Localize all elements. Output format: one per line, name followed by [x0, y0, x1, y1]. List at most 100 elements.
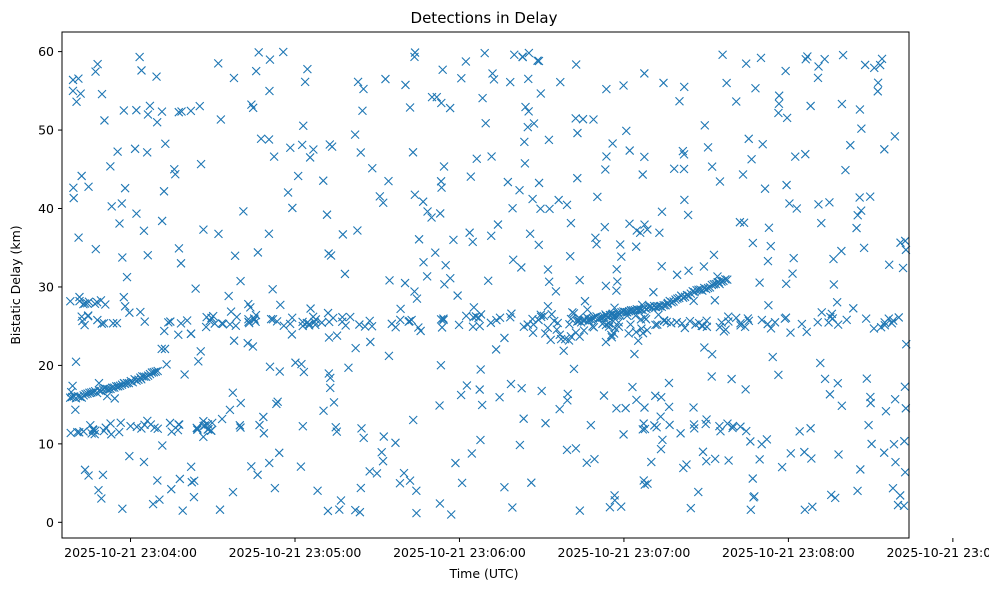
data-point-marker: [353, 226, 362, 235]
data-point-marker: [707, 349, 717, 359]
data-point-marker: [408, 147, 418, 157]
data-point-marker: [508, 255, 518, 265]
data-point-marker: [141, 372, 151, 382]
data-point-marker: [519, 322, 529, 332]
data-point-marker: [486, 318, 496, 328]
data-point-marker: [604, 322, 614, 332]
data-point-marker: [654, 228, 664, 238]
data-point-marker: [189, 476, 199, 486]
data-point-marker: [175, 474, 185, 484]
data-point-marker: [679, 149, 689, 159]
data-point-marker: [350, 130, 360, 140]
data-point-marker: [611, 286, 621, 296]
data-point-marker: [861, 314, 871, 323]
data-point-marker: [735, 217, 745, 227]
data-point-marker: [534, 315, 543, 325]
data-point-marker: [536, 310, 546, 320]
data-point-marker: [91, 244, 101, 254]
data-point-marker: [619, 81, 628, 90]
data-point-marker: [613, 308, 623, 318]
data-point-marker: [723, 419, 732, 428]
data-point-marker: [853, 486, 862, 496]
data-point-marker: [755, 455, 765, 464]
data-point-marker: [255, 420, 264, 430]
data-point-marker: [192, 424, 202, 433]
data-point-marker: [744, 134, 754, 144]
y-tick-label: 10: [38, 436, 54, 451]
data-point-marker: [410, 287, 419, 296]
data-point-marker: [900, 382, 910, 392]
data-point-marker: [545, 204, 554, 214]
data-point-marker: [176, 318, 186, 328]
data-point-marker: [437, 323, 447, 332]
data-point-marker: [395, 478, 405, 488]
data-point-marker: [543, 265, 553, 274]
data-point-marker: [495, 392, 504, 402]
data-point-marker: [639, 419, 649, 428]
data-point-marker: [866, 398, 876, 408]
data-point-marker: [698, 321, 708, 331]
data-point-marker: [554, 195, 564, 205]
data-point-marker: [747, 154, 756, 164]
data-point-marker: [539, 311, 549, 321]
data-point-marker: [766, 324, 776, 333]
x-tick-label: 2025-10-21 23:09:00: [886, 545, 989, 560]
data-point-marker: [751, 83, 760, 93]
data-point-marker: [637, 300, 647, 310]
data-point-marker: [395, 315, 405, 325]
data-point-marker: [816, 218, 826, 228]
data-point-marker: [488, 69, 497, 78]
data-point-marker: [786, 449, 796, 458]
data-point-marker: [669, 164, 679, 174]
data-point-marker: [477, 400, 487, 410]
data-point-marker: [862, 374, 872, 384]
data-point-marker: [229, 73, 239, 83]
data-point-marker: [336, 496, 346, 505]
data-point-marker: [75, 292, 84, 302]
data-point-marker: [666, 318, 676, 328]
data-point-marker: [238, 207, 248, 216]
data-point-marker: [467, 449, 477, 458]
data-point-marker: [259, 428, 269, 438]
data-point-marker: [832, 297, 842, 307]
data-point-marker: [472, 154, 482, 164]
data-point-marker: [699, 262, 709, 271]
data-point-marker: [675, 96, 684, 106]
data-point-marker: [703, 142, 713, 152]
data-point-marker: [439, 314, 448, 323]
data-point-marker: [856, 206, 866, 216]
data-point-marker: [562, 200, 572, 210]
data-point-marker: [399, 468, 409, 478]
data-point-marker: [367, 163, 377, 173]
data-point-marker: [302, 318, 312, 328]
data-point-marker: [410, 48, 420, 57]
data-point-marker: [881, 406, 891, 416]
data-point-marker: [873, 86, 883, 96]
data-point-marker: [102, 391, 112, 401]
data-point-marker: [297, 359, 306, 369]
data-point-marker: [637, 324, 646, 334]
data-point-marker: [401, 80, 410, 90]
data-point-marker: [359, 84, 368, 94]
data-point-marker: [888, 316, 898, 326]
data-point-marker: [287, 313, 297, 323]
data-point-marker: [461, 311, 471, 321]
data-point-marker: [610, 303, 619, 313]
data-point-marker: [338, 230, 348, 239]
data-point-marker: [384, 351, 394, 361]
data-point-marker: [801, 54, 811, 64]
data-point-marker: [215, 505, 225, 515]
data-point-marker: [756, 53, 766, 63]
data-point-marker: [332, 427, 342, 437]
data-point-marker: [893, 500, 903, 510]
data-point-marker: [400, 278, 410, 288]
data-point-marker: [65, 296, 75, 306]
data-point-marker: [718, 50, 727, 60]
data-point-marker: [174, 420, 184, 429]
data-point-marker: [97, 89, 107, 99]
data-point-marker: [764, 223, 774, 233]
data-point-marker: [80, 320, 90, 330]
data-point-marker: [77, 171, 87, 181]
data-point-marker: [586, 420, 596, 430]
data-point-marker: [226, 307, 236, 316]
